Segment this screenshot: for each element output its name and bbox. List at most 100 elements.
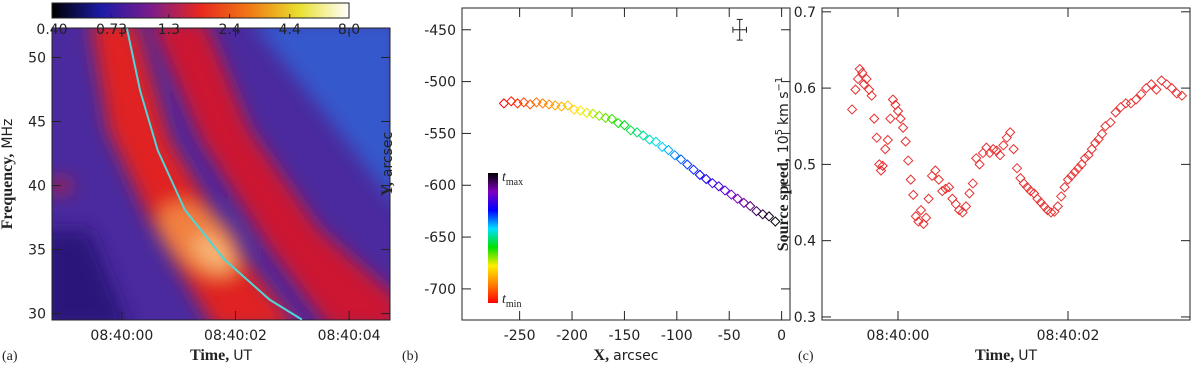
colorbar-tick-label: 0.40	[36, 22, 67, 38]
data-point	[885, 113, 896, 124]
y-label-main: Source speed,	[775, 158, 792, 251]
data-point	[1008, 143, 1019, 155]
x-axis-label: Time, UT	[975, 347, 1038, 364]
data-point	[1151, 84, 1162, 95]
colorbar	[51, 2, 350, 19]
data-point	[887, 94, 899, 105]
data-point	[606, 113, 618, 125]
data-point	[1090, 137, 1101, 149]
data-point	[732, 193, 743, 204]
y-tick-label: 0.7	[794, 5, 816, 21]
time-colorbar-label: tmin	[502, 292, 521, 310]
data-point	[763, 211, 775, 222]
data-point	[998, 140, 1009, 151]
y-tick-label: -600	[424, 178, 456, 194]
data-point	[726, 189, 737, 200]
data-point	[751, 205, 762, 217]
data-point	[770, 216, 781, 227]
data-point	[1086, 143, 1098, 155]
data-point	[631, 127, 643, 138]
x-tick-label: 08:40:00	[90, 328, 153, 344]
y-tick-label: -550	[424, 126, 456, 142]
data-point	[1166, 82, 1177, 94]
x-tick-label: 0	[777, 328, 786, 344]
data-point	[1120, 98, 1132, 109]
data-point	[682, 159, 693, 170]
data-point	[994, 150, 1006, 161]
data-point	[1156, 75, 1167, 86]
x-label-main: Time,	[190, 347, 229, 364]
data-point	[600, 112, 611, 124]
x-tick-label: -250	[504, 328, 536, 344]
data-point	[930, 165, 941, 176]
data-point	[1135, 88, 1147, 100]
data-point	[1066, 170, 1077, 182]
data-point	[871, 132, 882, 143]
data-point	[960, 201, 972, 212]
data-point	[866, 90, 877, 101]
y-label-unit: km s	[776, 92, 792, 126]
data-point	[977, 147, 989, 159]
data-point	[543, 99, 555, 110]
label-sub: min	[506, 299, 522, 310]
colorbar-tick-label: 1.3	[158, 22, 180, 38]
data-point	[902, 155, 914, 166]
data-point	[854, 63, 865, 75]
x-tick-label: 08:40:02	[204, 328, 267, 344]
y-label-main: Y,	[379, 182, 396, 196]
data-point	[857, 67, 868, 79]
data-point	[874, 159, 885, 170]
data-point	[1083, 150, 1094, 161]
fit-curve	[126, 28, 303, 320]
data-point	[1096, 128, 1108, 140]
x-tick-label: -150	[609, 328, 641, 344]
data-point	[506, 96, 517, 107]
data-point	[512, 98, 523, 109]
data-point	[940, 183, 951, 194]
data-point	[688, 164, 699, 175]
data-point	[581, 107, 592, 118]
x-tick-label: 08:40:00	[867, 328, 930, 344]
x-tick-label: -50	[718, 328, 741, 344]
y-tick-label: 0.4	[794, 234, 816, 250]
data-point	[650, 136, 662, 147]
data-point	[719, 185, 731, 196]
data-point	[575, 105, 586, 116]
y-label-main: Frequency,	[0, 154, 16, 230]
spectrum-background	[52, 28, 390, 320]
data-point	[970, 153, 982, 164]
data-point	[1073, 162, 1084, 174]
data-point	[850, 84, 861, 95]
data-point	[625, 125, 636, 136]
data-point	[1056, 191, 1067, 202]
data-point	[1015, 172, 1026, 184]
data-point	[877, 160, 888, 172]
y-tick-label: -450	[424, 23, 456, 39]
data-point	[744, 200, 756, 212]
data-point	[987, 143, 999, 155]
data-point	[707, 177, 718, 189]
data-point	[880, 143, 891, 155]
data-point	[1005, 127, 1016, 138]
y-tick-label: 45	[28, 114, 46, 130]
y-tick-label: 50	[28, 50, 46, 66]
data-point	[537, 98, 548, 109]
data-point	[852, 73, 864, 85]
colorbar-tick-label: 2.4	[219, 22, 241, 38]
data-point	[1062, 174, 1074, 185]
data-point	[943, 182, 955, 193]
label-sub: max	[506, 177, 523, 188]
x-axis-label: X, arcsec	[594, 347, 659, 364]
y-tick-label: 0.5	[794, 157, 816, 173]
x-label-main: Time,	[975, 347, 1014, 364]
x-tick-label: 08:40:04	[318, 328, 381, 344]
data-point	[900, 136, 911, 147]
data-point	[1079, 153, 1091, 164]
data-point	[908, 189, 919, 201]
data-point	[950, 198, 962, 210]
data-point	[846, 104, 858, 115]
y-label-sup: −1	[774, 77, 785, 92]
data-point	[892, 105, 904, 117]
x-label-unit: UT	[1018, 348, 1037, 364]
